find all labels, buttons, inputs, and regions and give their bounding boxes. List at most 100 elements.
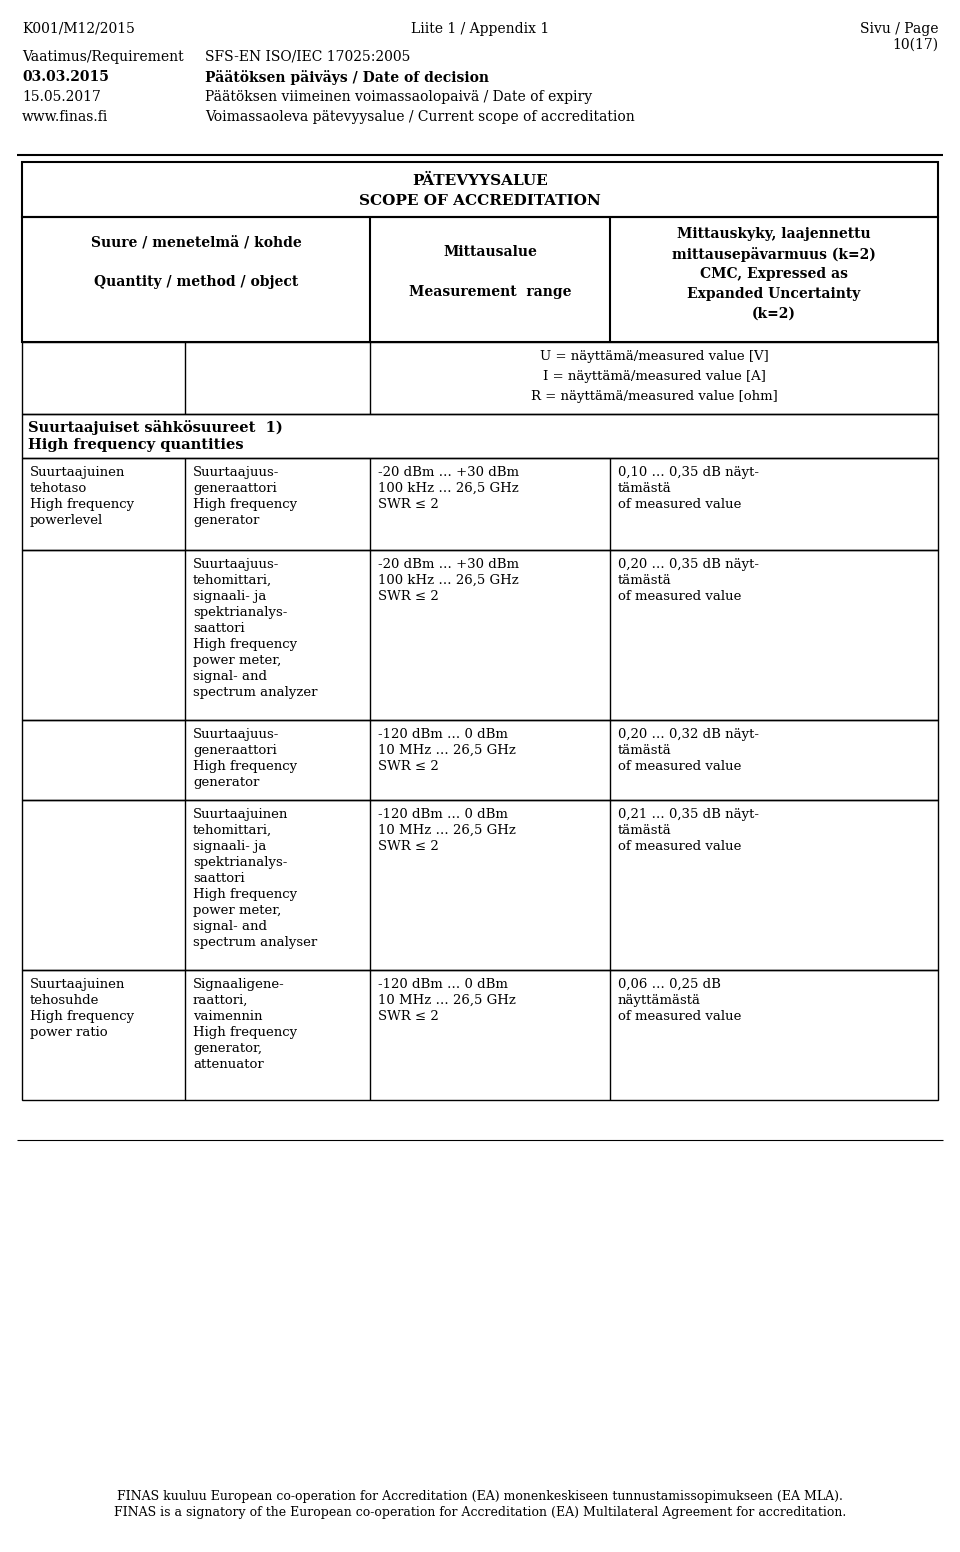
Text: 100 kHz … 26,5 GHz: 100 kHz … 26,5 GHz <box>378 483 518 495</box>
Text: I = näyttämä/measured value [A]: I = näyttämä/measured value [A] <box>542 369 765 383</box>
Text: of measured value: of measured value <box>618 840 741 854</box>
Bar <box>22 414 938 458</box>
Text: tehosuhde: tehosuhde <box>30 993 100 1007</box>
Text: of measured value: of measured value <box>618 1010 741 1023</box>
Text: signaali- ja: signaali- ja <box>193 590 266 604</box>
Text: 15.05.2017: 15.05.2017 <box>22 90 101 104</box>
Text: -20 dBm … +30 dBm: -20 dBm … +30 dBm <box>378 466 519 480</box>
Text: Päätöksen päiväys / Date of decision: Päätöksen päiväys / Date of decision <box>205 70 489 85</box>
Text: spektrianalys-: spektrianalys- <box>193 857 287 869</box>
Text: High frequency: High frequency <box>30 1010 134 1023</box>
Text: tämästä: tämästä <box>618 574 672 587</box>
Text: Liite 1 / Appendix 1: Liite 1 / Appendix 1 <box>411 22 549 36</box>
Text: Suurtaajuinen: Suurtaajuinen <box>193 809 288 821</box>
Text: raattori,: raattori, <box>193 993 249 1007</box>
Text: Suurtaajuinen: Suurtaajuinen <box>30 466 126 480</box>
Bar <box>22 720 938 799</box>
Text: U = näyttämä/measured value [V]: U = näyttämä/measured value [V] <box>540 351 768 363</box>
Text: tehomittari,: tehomittari, <box>193 574 272 587</box>
Text: saattori: saattori <box>193 872 245 885</box>
Text: Signaaligene-: Signaaligene- <box>193 978 285 992</box>
Text: SCOPE OF ACCREDITATION: SCOPE OF ACCREDITATION <box>359 194 601 208</box>
Text: generaattori: generaattori <box>193 743 276 757</box>
Text: 03.03.2015: 03.03.2015 <box>22 70 108 84</box>
Text: vaimennin: vaimennin <box>193 1010 262 1023</box>
Text: 10 MHz … 26,5 GHz: 10 MHz … 26,5 GHz <box>378 993 516 1007</box>
Text: SWR ≤ 2: SWR ≤ 2 <box>378 840 439 854</box>
Text: Measurement  range: Measurement range <box>409 286 571 300</box>
Text: Suurtaajuus-: Suurtaajuus- <box>193 466 279 480</box>
Text: tehomittari,: tehomittari, <box>193 824 272 837</box>
Text: Voimassaoleva pätevyysalue / Current scope of accreditation: Voimassaoleva pätevyysalue / Current sco… <box>205 110 635 124</box>
Text: PÄTEVYYSALUE: PÄTEVYYSALUE <box>412 174 548 188</box>
Text: FINAS kuuluu European co-operation for Accreditation (EA) monenkeskiseen tunnust: FINAS kuuluu European co-operation for A… <box>117 1490 843 1502</box>
Text: SWR ≤ 2: SWR ≤ 2 <box>378 590 439 604</box>
Text: www.finas.fi: www.finas.fi <box>22 110 108 124</box>
Text: 10(17): 10(17) <box>892 37 938 53</box>
Text: generator: generator <box>193 776 259 788</box>
Text: SWR ≤ 2: SWR ≤ 2 <box>378 498 439 511</box>
Text: High frequency: High frequency <box>193 638 298 650</box>
Text: of measured value: of measured value <box>618 760 741 773</box>
Text: R = näyttämä/measured value [ohm]: R = näyttämä/measured value [ohm] <box>531 390 778 404</box>
Text: 0,06 … 0,25 dB: 0,06 … 0,25 dB <box>618 978 721 992</box>
Text: Mittauskyky, laajennettu: Mittauskyky, laajennettu <box>677 227 871 241</box>
Text: 10 MHz … 26,5 GHz: 10 MHz … 26,5 GHz <box>378 743 516 757</box>
Text: spektrianalys-: spektrianalys- <box>193 605 287 619</box>
Text: High frequency: High frequency <box>193 498 298 511</box>
Text: signaali- ja: signaali- ja <box>193 840 266 854</box>
Text: power meter,: power meter, <box>193 903 281 917</box>
Text: power ratio: power ratio <box>30 1026 108 1038</box>
Text: Vaatimus/Requirement: Vaatimus/Requirement <box>22 50 183 64</box>
Text: -120 dBm … 0 dBm: -120 dBm … 0 dBm <box>378 728 508 740</box>
Bar <box>22 458 938 549</box>
Text: signal- and: signal- and <box>193 920 267 933</box>
Text: Suurtaajuiset sähkösuureet  1): Suurtaajuiset sähkösuureet 1) <box>28 421 283 435</box>
Text: generator: generator <box>193 514 259 528</box>
Text: attenuator: attenuator <box>193 1058 264 1071</box>
Text: mittausepävarmuus (k=2): mittausepävarmuus (k=2) <box>672 247 876 262</box>
Text: Päätöksen viimeinen voimassaolopaivä / Date of expiry: Päätöksen viimeinen voimassaolopaivä / D… <box>205 90 592 104</box>
Text: Mittausalue: Mittausalue <box>444 245 537 259</box>
Text: Expanded Uncertainty: Expanded Uncertainty <box>687 287 861 301</box>
Text: High frequency quantities: High frequency quantities <box>28 438 244 452</box>
Text: -120 dBm … 0 dBm: -120 dBm … 0 dBm <box>378 809 508 821</box>
Text: High frequency: High frequency <box>193 760 298 773</box>
Text: 0,20 … 0,35 dB näyt-: 0,20 … 0,35 dB näyt- <box>618 559 759 571</box>
Text: saattori: saattori <box>193 622 245 635</box>
Text: K001/M12/2015: K001/M12/2015 <box>22 22 134 36</box>
Text: Suurtaajuus-: Suurtaajuus- <box>193 559 279 571</box>
Text: Suure / menetelmä / kohde: Suure / menetelmä / kohde <box>90 234 301 248</box>
Bar <box>22 161 938 217</box>
Text: High frequency: High frequency <box>30 498 134 511</box>
Text: of measured value: of measured value <box>618 590 741 604</box>
Text: signal- and: signal- and <box>193 670 267 683</box>
Text: Quantity / method / object: Quantity / method / object <box>94 275 299 289</box>
Text: tämästä: tämästä <box>618 824 672 837</box>
Bar <box>22 799 938 970</box>
Text: Suurtaajuus-: Suurtaajuus- <box>193 728 279 740</box>
Text: näyttämästä: näyttämästä <box>618 993 701 1007</box>
Text: tämästä: tämästä <box>618 483 672 495</box>
Text: -20 dBm … +30 dBm: -20 dBm … +30 dBm <box>378 559 519 571</box>
Text: FINAS is a signatory of the European co-operation for Accreditation (EA) Multila: FINAS is a signatory of the European co-… <box>114 1505 846 1519</box>
Text: Sivu / Page: Sivu / Page <box>859 22 938 36</box>
Text: SWR ≤ 2: SWR ≤ 2 <box>378 760 439 773</box>
Text: Suurtaajuinen: Suurtaajuinen <box>30 978 126 992</box>
Text: -120 dBm … 0 dBm: -120 dBm … 0 dBm <box>378 978 508 992</box>
Bar <box>22 341 938 414</box>
Text: 0,21 … 0,35 dB näyt-: 0,21 … 0,35 dB näyt- <box>618 809 759 821</box>
Text: 0,10 … 0,35 dB näyt-: 0,10 … 0,35 dB näyt- <box>618 466 759 480</box>
Text: CMC, Expressed as: CMC, Expressed as <box>700 267 848 281</box>
Text: generator,: generator, <box>193 1041 262 1055</box>
Text: High frequency: High frequency <box>193 888 298 902</box>
Text: spectrum analyser: spectrum analyser <box>193 936 317 948</box>
Text: SWR ≤ 2: SWR ≤ 2 <box>378 1010 439 1023</box>
Bar <box>22 217 938 341</box>
Text: spectrum analyzer: spectrum analyzer <box>193 686 318 698</box>
Text: of measured value: of measured value <box>618 498 741 511</box>
Text: generaattori: generaattori <box>193 483 276 495</box>
Text: tehotaso: tehotaso <box>30 483 87 495</box>
Text: SFS-EN ISO/IEC 17025:2005: SFS-EN ISO/IEC 17025:2005 <box>205 50 410 64</box>
Text: power meter,: power meter, <box>193 653 281 667</box>
